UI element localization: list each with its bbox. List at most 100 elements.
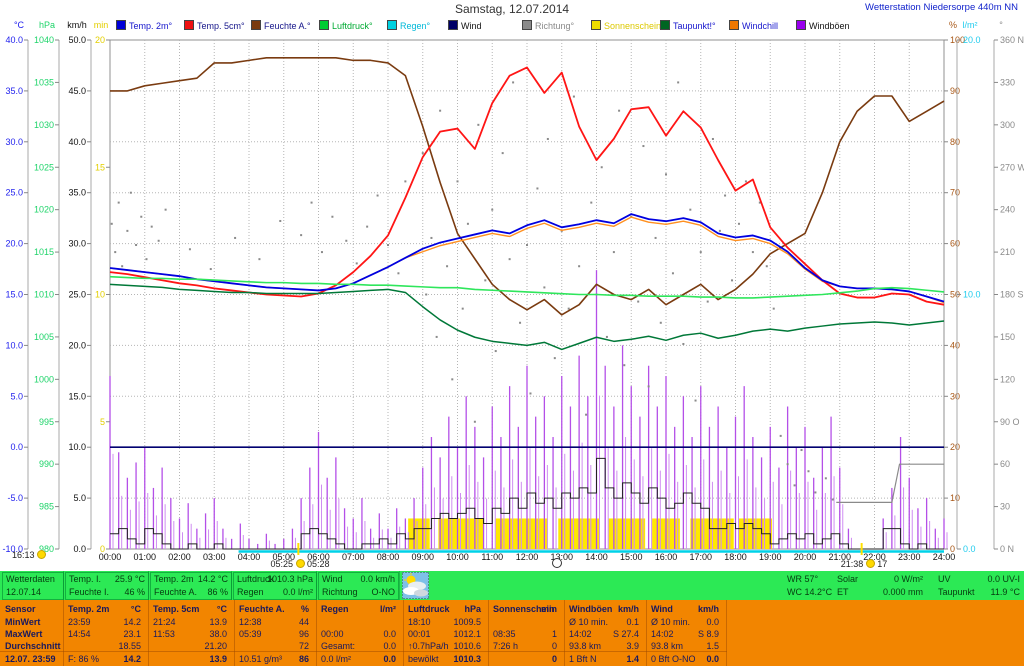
stat-cell-value: 1012.1 <box>453 629 481 639</box>
axis-label: 150 <box>1000 332 1015 342</box>
stat-col-unit: km/h <box>617 604 639 614</box>
wind-direction-dot <box>473 420 476 423</box>
wind-direction-line <box>836 463 944 503</box>
stat-cell-time: 14:54 <box>68 629 91 639</box>
stat-cell-time: 14:02 <box>569 629 592 639</box>
stat-cell-value: 14.2 <box>123 654 141 664</box>
reading-cell: Wind 0.0 km/h Richtung O-NO <box>318 572 399 600</box>
axis-label: 995 <box>39 417 54 427</box>
wind-direction-dot <box>605 335 608 338</box>
weather-chart-plot[interactable]: 40.0 35.0 30.0 25.0 20.0 15.0 10.0 5.0 0.0 -5.0 -1… <box>0 0 1024 570</box>
axis-label: 04:00 <box>238 552 261 562</box>
moonrise-time: 16:13 <box>12 550 47 560</box>
wind-direction-dot <box>126 229 129 232</box>
axis-label: 1040 <box>34 35 54 45</box>
axis-label: 15.0 <box>5 290 23 300</box>
legend-label: Feuchte A.° <box>264 21 311 31</box>
legend-item: Temp. 2m° <box>116 20 172 32</box>
axis-label: 1015 <box>34 247 54 257</box>
stat-cell-time: Ø 10 min. <box>569 617 609 627</box>
legend-swatch-icon <box>116 20 126 30</box>
legend-swatch-icon <box>448 20 458 30</box>
stat-cell-value: S 8.9 <box>697 629 719 639</box>
reading-cell: Temp. 2m 14.2 °C Feuchte A. 86 % <box>150 572 232 600</box>
wind-direction-dot <box>659 321 662 324</box>
wind-direction-dot <box>671 272 674 275</box>
axis-label: 20.0 <box>963 35 981 45</box>
wind-direction-dot <box>751 251 754 254</box>
axis-label: 1025 <box>34 162 54 172</box>
axis-label: min <box>94 20 109 30</box>
wind-direction-dot <box>508 258 511 261</box>
legend-item: Feuchte A.° <box>251 20 311 32</box>
stat-cell-time: 05:39 <box>239 629 262 639</box>
wind-direction-dot <box>665 173 667 176</box>
axis-label: 18:00 <box>724 552 747 562</box>
divider <box>0 651 727 652</box>
stat-cell-time: 14:02 <box>651 629 674 639</box>
wind-direction-dot <box>512 81 515 84</box>
stat-cell-value: 13.9 <box>209 617 227 627</box>
divider <box>488 600 489 666</box>
wind-direction-dot <box>578 265 581 268</box>
legend-label: Luftdruck° <box>332 21 373 31</box>
wind-direction-dot <box>765 265 768 268</box>
axis-label: 25.0 <box>5 188 23 198</box>
legend-swatch-icon <box>660 20 670 30</box>
stat-cell-value: 44 <box>298 617 309 627</box>
wind-direction-dot <box>793 484 796 487</box>
axis-label: 10:00 <box>446 552 469 562</box>
wind-direction-dot <box>529 392 532 395</box>
legend-swatch-icon <box>591 20 601 30</box>
wind-direction-dot <box>456 180 459 183</box>
divider <box>63 571 64 600</box>
divider <box>234 600 235 666</box>
sunrise-times: 05:25 05:28 <box>270 559 330 569</box>
wind-direction-dot <box>814 491 817 494</box>
stat-cell-value: 0.0 <box>706 654 719 664</box>
wind-direction-dot <box>699 251 702 254</box>
stat-cell-time: 93.8 km <box>569 641 602 651</box>
axis-label: 12:00 <box>516 552 539 562</box>
axis-label: 240 <box>1000 205 1015 215</box>
reading-value: Solar <box>837 574 859 584</box>
wind-direction-dot <box>279 219 282 222</box>
axis-label: km/h <box>67 20 87 30</box>
stat-cell-time: 7:26 h <box>493 641 519 651</box>
wind-direction-dot <box>150 225 153 228</box>
wind-direction-dot <box>430 236 433 239</box>
wind-direction-dot <box>140 215 143 218</box>
wind-direction-dot <box>642 145 645 148</box>
legend-item: Taupunkt!° <box>660 20 716 32</box>
wind-direction-dot <box>435 335 438 338</box>
wind-direction-dot <box>618 109 621 112</box>
wind-direction-dot <box>824 477 827 480</box>
stat-col-name: Feuchte A. <box>239 604 285 614</box>
axis-label: 19:00 <box>759 552 782 562</box>
stat-col-name: Wind <box>651 604 673 614</box>
stat-cell-value: 1 <box>551 629 557 639</box>
stat-cell-value: 0.0 <box>706 617 719 627</box>
wind-direction-dot <box>772 307 775 310</box>
axis-label: 17:00 <box>689 552 712 562</box>
wind-direction-dot <box>536 187 539 190</box>
divider <box>403 600 404 666</box>
axis-label: 80 <box>950 137 960 147</box>
stat-cell-value <box>364 616 396 628</box>
wind-direction-dot <box>682 342 685 345</box>
axis-label: 990 <box>39 459 54 469</box>
stat-cell-value: 21.20 <box>204 641 227 651</box>
stat-col-unit: l/m² <box>379 604 396 614</box>
legend-item: Windböen <box>796 20 850 32</box>
axis-label: 1035 <box>34 77 54 87</box>
stat-cell-time: 12:38 <box>239 617 262 627</box>
wind-direction-dot <box>567 307 570 310</box>
reading-value: 1010.3 hPa <box>266 574 313 584</box>
axis-label: 10.0 <box>68 442 86 452</box>
stat-col-unit: hPa <box>464 604 481 614</box>
sunshine-bar <box>408 518 430 549</box>
legend-label: Windchill <box>742 21 779 31</box>
wind-direction-dot <box>135 244 138 247</box>
wind-direction-dot <box>397 272 400 275</box>
legend-item: Regen° <box>387 20 430 32</box>
